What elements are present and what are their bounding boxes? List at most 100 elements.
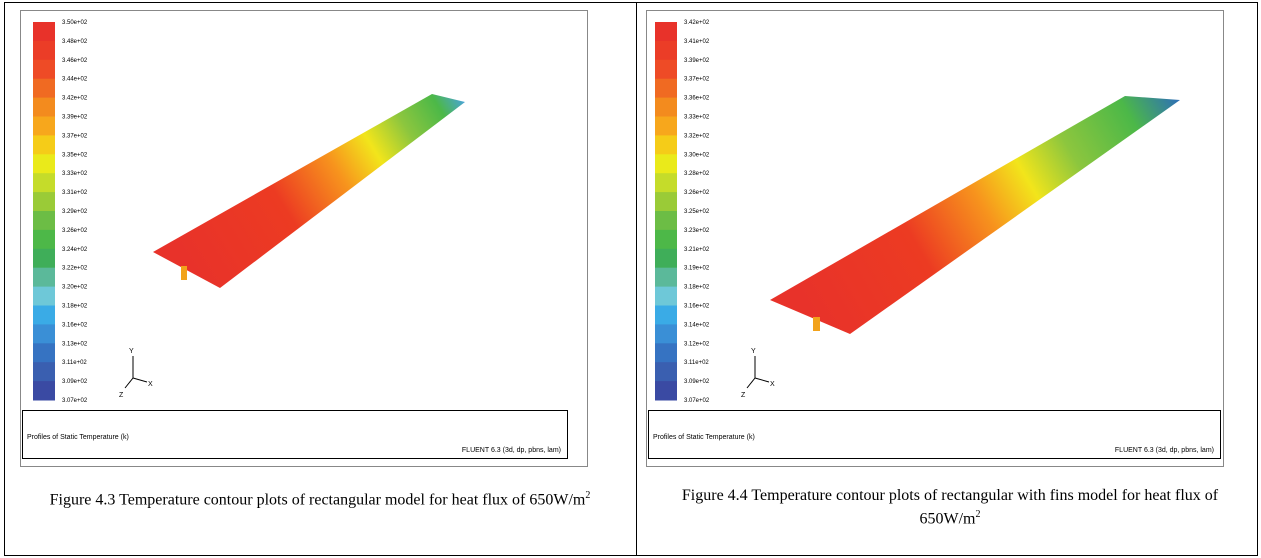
legend-swatch — [655, 211, 677, 230]
legend-swatch — [655, 79, 677, 98]
legend-swatch — [655, 306, 677, 325]
axis-line — [747, 378, 755, 388]
legend-label: 3.35e+02 — [62, 152, 88, 158]
legend-label: 3.11e+02 — [684, 360, 709, 366]
legend-label: 3.26e+02 — [684, 190, 710, 196]
axis-label: X — [148, 381, 153, 388]
axis-line — [133, 378, 147, 382]
caption-text: Figure 4.4 Temperature contour plots of … — [682, 487, 1218, 527]
legend-label: 3.22e+02 — [62, 266, 88, 272]
axis-label: Y — [751, 348, 756, 355]
legend-label: 3.33e+02 — [684, 115, 710, 121]
info-left: Profiles of Static Temperature (k) — [653, 434, 755, 441]
legend-label: 3.12e+02 — [684, 341, 710, 347]
legend-label: 3.36e+02 — [684, 96, 710, 102]
axis-line — [755, 378, 769, 382]
caption-superscript: 2 — [585, 490, 590, 501]
legend-swatch — [33, 306, 55, 325]
legend-label: 3.20e+02 — [62, 285, 88, 291]
legend-label: 3.46e+02 — [62, 58, 88, 64]
legend-label: 3.28e+02 — [684, 171, 710, 177]
caption: Figure 4.3 Temperature contour plots of … — [40, 486, 600, 509]
axis-label: Z — [119, 392, 124, 399]
legend-swatch — [655, 173, 677, 192]
plot-frame — [21, 11, 588, 467]
legend-swatch — [33, 381, 55, 400]
legend-label: 3.41e+02 — [684, 39, 710, 45]
caption-text: Figure 4.3 Temperature contour plots of … — [50, 491, 586, 508]
legend-label: 3.48e+02 — [62, 39, 88, 45]
legend-label: 3.13e+02 — [62, 341, 88, 347]
legend-swatch — [655, 154, 677, 173]
legend-swatch — [33, 362, 55, 381]
legend-label: 3.39e+02 — [62, 115, 88, 121]
legend-swatch — [655, 98, 677, 117]
legend-swatch — [33, 154, 55, 173]
legend-swatch — [33, 173, 55, 192]
legend-swatch — [33, 230, 55, 249]
fin-stub — [181, 266, 187, 280]
legend-label: 3.23e+02 — [684, 228, 710, 234]
legend-label: 3.16e+02 — [62, 322, 88, 328]
legend-label: 3.07e+02 — [62, 398, 88, 404]
legend-swatch — [33, 117, 55, 136]
legend-swatch — [33, 249, 55, 268]
legend-label: 3.09e+02 — [62, 379, 88, 385]
legend-swatch — [33, 79, 55, 98]
legend-label: 3.21e+02 — [684, 247, 710, 253]
legend-label: 3.25e+02 — [684, 209, 710, 215]
legend-swatch — [655, 343, 677, 362]
info-left: Profiles of Static Temperature (k) — [27, 434, 129, 441]
legend-swatch — [33, 60, 55, 79]
legend-swatch — [655, 60, 677, 79]
page: 3.50e+02 3.48e+02 3.46e+02 3.44e+02 3.42e+02… — [0, 0, 1261, 558]
axis-line — [125, 378, 133, 388]
caption-superscript: 2 — [976, 509, 981, 520]
legend-label: 3.18e+02 — [684, 285, 710, 291]
legend-label: 3.33e+02 — [62, 171, 88, 177]
legend-swatch — [655, 41, 677, 60]
legend-label: 3.31e+02 — [62, 190, 88, 196]
info-right: FLUENT 6.3 (3d, dp, pbns, lam) — [462, 447, 561, 454]
legend-label: 3.18e+02 — [62, 304, 88, 310]
caption: Figure 4.4 Temperature contour plots of … — [670, 486, 1230, 528]
legend-swatch — [33, 324, 55, 343]
legend-swatch — [655, 381, 677, 400]
legend-label: 3.19e+02 — [684, 266, 710, 272]
axis-label: Z — [741, 392, 746, 399]
legend-label: 3.44e+02 — [62, 77, 88, 83]
legend-swatch — [33, 98, 55, 117]
legend-label: 3.39e+02 — [684, 58, 710, 64]
legend-swatch — [33, 41, 55, 60]
legend-label: 3.42e+02 — [62, 96, 88, 102]
legend-swatch — [655, 135, 677, 154]
legend-swatch — [655, 230, 677, 249]
legend-swatch — [655, 192, 677, 211]
info-right: FLUENT 6.3 (3d, dp, pbns, lam) — [1115, 447, 1214, 454]
legend-label: 3.37e+02 — [684, 77, 710, 83]
legend-label: 3.42e+02 — [684, 20, 710, 26]
legend-swatch — [33, 135, 55, 154]
contour-plate — [770, 96, 1180, 334]
legend-label: 3.14e+02 — [684, 322, 710, 328]
legend-swatch — [33, 287, 55, 306]
outer-border — [5, 3, 1258, 556]
legend-swatch — [655, 324, 677, 343]
legend-swatch — [33, 268, 55, 287]
legend-swatch — [655, 268, 677, 287]
legend-label: 3.07e+02 — [684, 398, 710, 404]
contour-plate — [153, 94, 465, 288]
legend-swatch — [33, 192, 55, 211]
legend-swatch — [655, 22, 677, 41]
legend-swatch — [655, 362, 677, 381]
figures: 3.50e+02 3.48e+02 3.46e+02 3.44e+02 3.42e+02… — [0, 0, 1261, 558]
legend-swatch — [33, 343, 55, 362]
axis-label: X — [770, 381, 775, 388]
legend-label: 3.29e+02 — [62, 209, 88, 215]
legend-swatch — [655, 117, 677, 136]
axis-label: Y — [129, 348, 134, 355]
legend-label: 3.37e+02 — [62, 133, 88, 139]
legend-swatch — [655, 287, 677, 306]
legend-label: 3.50e+02 — [62, 20, 88, 26]
legend-label: 3.24e+02 — [62, 247, 88, 253]
